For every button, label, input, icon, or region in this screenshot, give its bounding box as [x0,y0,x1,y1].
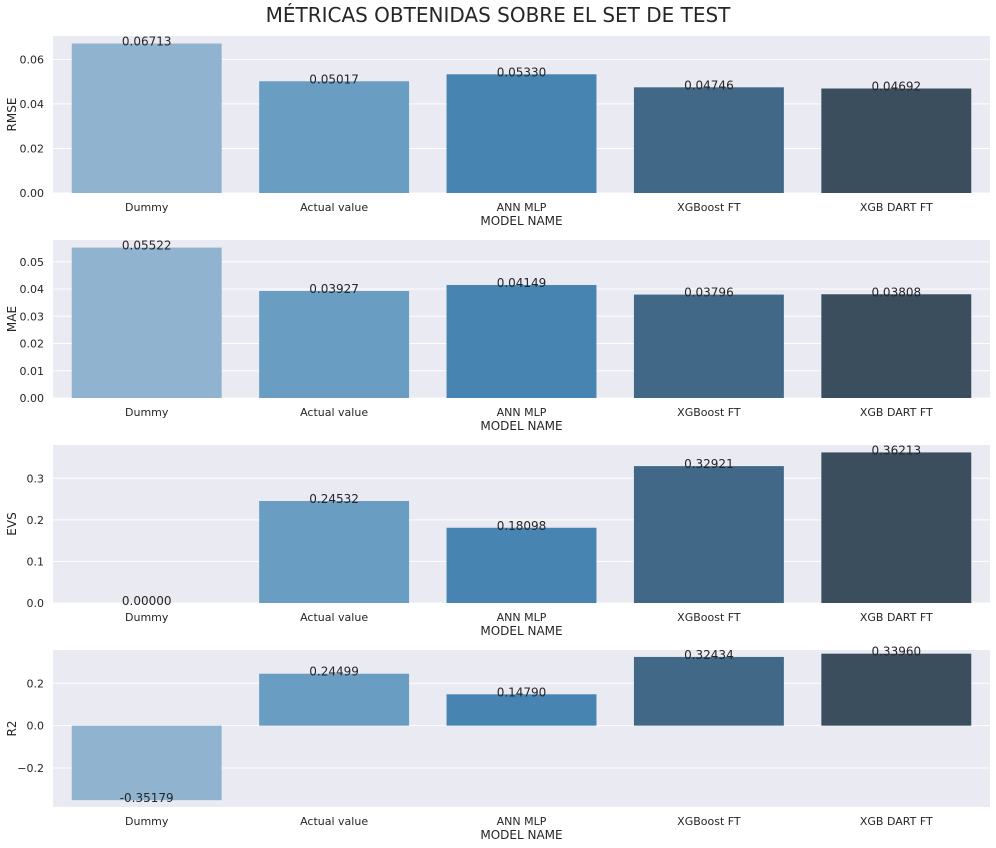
rmse-xtick-label: XGB DART FT [860,201,933,214]
mae-value-label: 0.05522 [122,239,172,253]
rmse-value-label: 0.04692 [871,80,921,94]
r2-xtick-label: Actual value [300,815,368,828]
rmse-bar [446,74,597,193]
rmse-ytick-label: 0.04 [20,98,45,111]
mae-bar [633,294,784,398]
mae-xtick-label: Actual value [300,406,368,419]
rmse-bar [633,87,784,193]
evs-bar [633,466,784,603]
evs-bar [446,527,597,603]
r2-bar [71,725,222,801]
r2-value-label: 0.32434 [684,648,734,662]
rmse-value-label: 0.06713 [122,35,172,49]
rmse-bar [259,81,410,193]
r2-bar [446,694,597,726]
rmse-bar [71,43,222,193]
rmse-value-label: 0.04746 [684,78,734,92]
rmse-panel: 0.00 0.02 0.04 0.06 RMSE 0.06713 Dummy 0.05017 A… [5,35,990,228]
evs-ytick-label: 0.0 [27,597,45,610]
rmse-ytick-label: 0.06 [20,53,45,66]
mae-xtick-label: ANN MLP [497,406,547,419]
evs-value-label: 0.32921 [684,457,734,471]
mae-panel: 0.00 0.01 0.02 0.03 0.04 0.05 MAE 0.05522 Dummy 0… [5,239,990,433]
mae-bar [259,291,410,398]
evs-xtick-label: XGBoost FT [677,611,741,624]
rmse-bar [821,88,972,193]
mae-xtick-label: XGB DART FT [860,406,933,419]
mae-value-label: 0.04149 [497,276,547,290]
mae-bar [446,284,597,398]
evs-panel: 0.0 0.1 0.2 0.3 EVS 0.00000 Dummy 0.24532 Actual… [5,443,990,638]
rmse-xtick-label: XGBoost FT [677,201,741,214]
r2-ytick-label: 0.2 [27,677,45,690]
rmse-value-label: 0.05017 [309,72,359,86]
rmse-ylabel: RMSE [5,98,19,132]
rmse-xtick-label: ANN MLP [497,201,547,214]
mae-xlabel: MODEL NAME [480,419,562,433]
evs-ytick-label: 0.2 [27,514,45,527]
mae-value-label: 0.03808 [871,285,921,299]
r2-xtick-label: XGBoost FT [677,815,741,828]
rmse-ytick-label: 0.00 [20,187,45,200]
evs-value-label: 0.18098 [497,519,547,533]
r2-bar [259,673,410,726]
mae-ytick-label: 0.01 [20,365,45,378]
mae-ytick-label: 0.05 [20,256,45,269]
r2-xtick-label: ANN MLP [497,815,547,828]
mae-xtick-label: Dummy [125,406,169,419]
mae-ytick-label: 0.04 [20,283,45,296]
r2-value-label: 0.33960 [871,645,921,659]
r2-xtick-label: Dummy [125,815,169,828]
mae-ytick-label: 0.00 [20,392,45,405]
evs-xtick-label: Dummy [125,611,169,624]
rmse-xtick-label: Dummy [125,201,169,214]
mae-xtick-label: XGBoost FT [677,406,741,419]
rmse-xtick-label: Actual value [300,201,368,214]
mae-ytick-label: 0.02 [20,338,45,351]
r2-ytick-label: 0.0 [27,720,45,733]
r2-value-label: -0.35179 [120,791,174,805]
r2-value-label: 0.24499 [309,665,359,679]
r2-xtick-label: XGB DART FT [860,815,933,828]
evs-xtick-label: XGB DART FT [860,611,933,624]
evs-xlabel: MODEL NAME [480,624,562,638]
evs-value-label: 0.24532 [309,492,359,506]
r2-xlabel: MODEL NAME [480,828,562,842]
mae-bar [821,294,972,398]
r2-panel: −0.2 0.0 0.2 R2 -0.35179 Dummy 0.24499 Actual v… [5,645,990,842]
mae-ytick-label: 0.03 [20,310,45,323]
evs-value-label: 0.36213 [871,443,921,457]
r2-ylabel: R2 [5,721,19,737]
r2-ytick-label: −0.2 [17,762,44,775]
mae-bar [71,247,222,398]
evs-xtick-label: ANN MLP [497,611,547,624]
rmse-ytick-label: 0.02 [20,142,45,155]
r2-bar [633,656,784,726]
rmse-xlabel: MODEL NAME [480,214,562,228]
figure-title: MÉTRICAS OBTENIDAS SOBRE EL SET DE TEST [265,3,731,27]
r2-value-label: 0.14790 [497,685,547,699]
evs-bar [821,452,972,603]
evs-bar [259,500,410,603]
evs-xtick-label: Actual value [300,611,368,624]
rmse-value-label: 0.05330 [497,65,547,79]
evs-ylabel: EVS [5,512,19,535]
evs-value-label: 0.00000 [122,594,172,608]
evs-ytick-label: 0.3 [27,472,45,485]
mae-ylabel: MAE [5,306,19,332]
r2-bar [821,653,972,726]
evs-ytick-label: 0.1 [27,555,45,568]
mae-value-label: 0.03927 [309,282,359,296]
mae-value-label: 0.03796 [684,286,734,300]
